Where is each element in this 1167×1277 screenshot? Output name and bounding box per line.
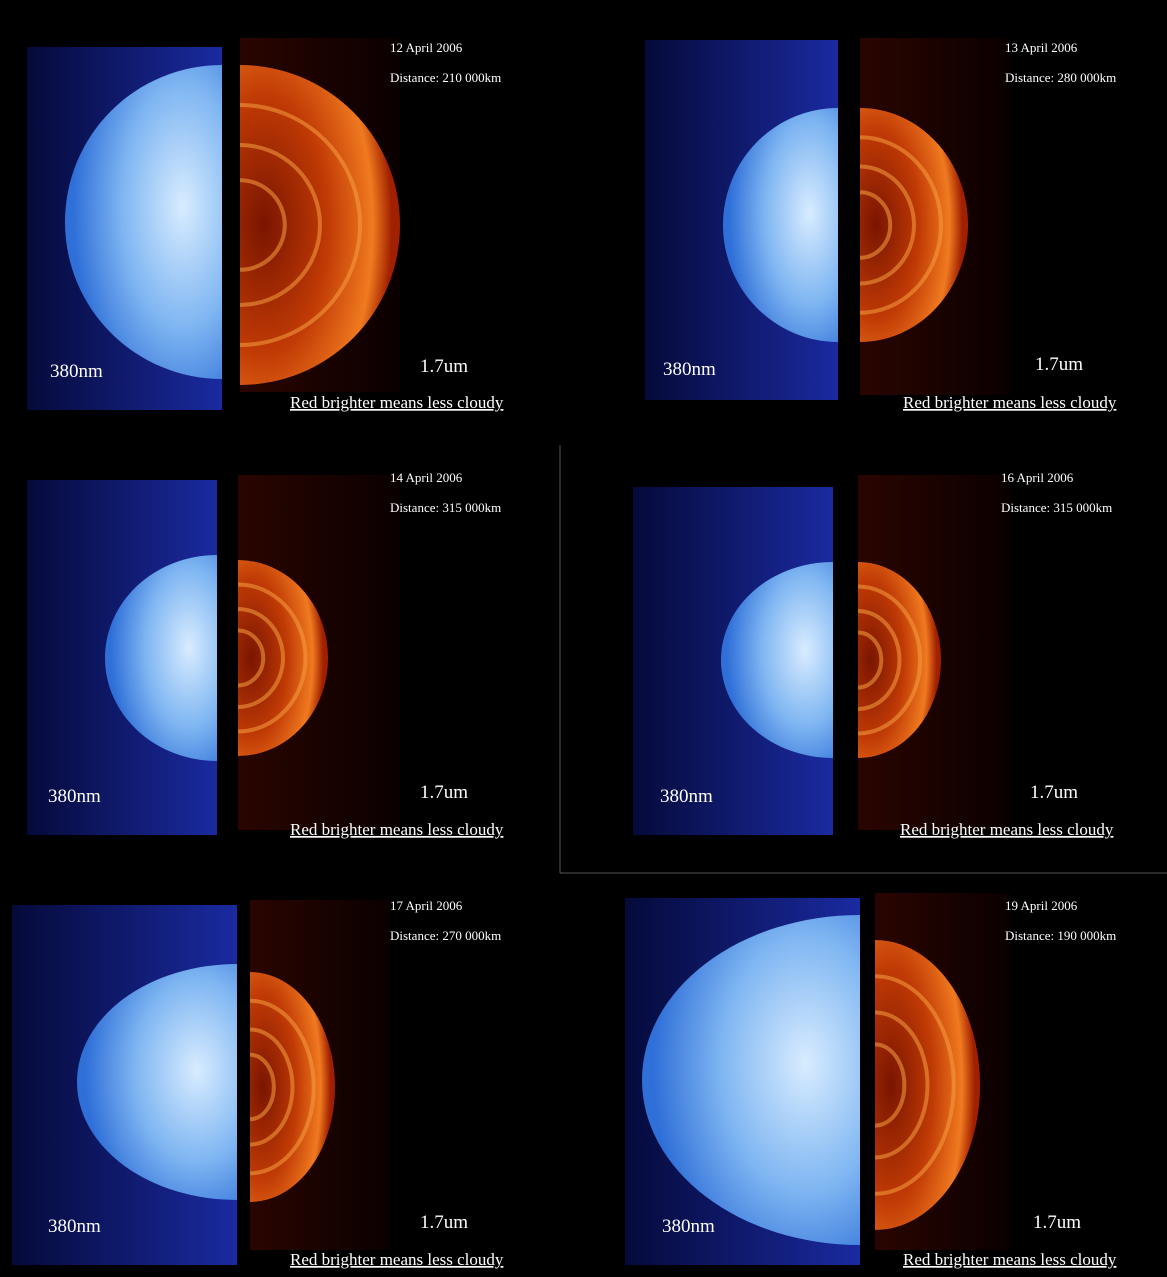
ir-label: 1.7um [420,356,468,377]
panel: 12 April 2006 Distance: 210 000km 380nm 1.7… [27,38,504,412]
ir-label: 1.7um [420,782,468,803]
distance: Distance: 315 000km [390,500,501,515]
ir-label: 1.7um [1030,782,1078,803]
uv-label: 380nm [50,361,103,382]
caption: Red brighter means less cloudy [903,1250,1117,1269]
panel: 16 April 2006 Distance: 315 000km 380nm 1.7… [633,470,1114,839]
distance: Distance: 280 000km [1005,70,1116,85]
caption: Red brighter means less cloudy [290,1250,504,1269]
distance: Distance: 210 000km [390,70,501,85]
date: 17 April 2006 [390,898,463,913]
panel: 19 April 2006 Distance: 190 000km 380nm 1.7… [625,893,1117,1269]
date: 12 April 2006 [390,40,463,55]
uv-label: 380nm [662,1216,715,1237]
date: 13 April 2006 [1005,40,1078,55]
distance: Distance: 270 000km [390,928,501,943]
page: {"panels": [ {"date": "12 April 2006", "… [0,0,1167,1277]
caption: Red brighter means less cloudy [290,393,504,412]
uv-label: 380nm [663,359,716,380]
panel: 17 April 2006 Distance: 270 000km 380nm 1.7… [12,898,504,1269]
date: 16 April 2006 [1001,470,1074,485]
caption: Red brighter means less cloudy [903,393,1117,412]
caption: Red brighter means less cloudy [290,820,504,839]
distance: Distance: 190 000km [1005,928,1116,943]
panel: 14 April 2006 Distance: 315 000km 380nm 1.7… [27,470,504,839]
ir-label: 1.7um [420,1212,468,1233]
caption: Red brighter means less cloudy [900,820,1114,839]
uv-label: 380nm [660,786,713,807]
ir-label: 1.7um [1035,354,1083,375]
date: 14 April 2006 [390,470,463,485]
uv-label: 380nm [48,786,101,807]
venus-composite: 12 April 2006 Distance: 210 000km 380nm 1.7… [0,0,1167,1277]
panel: 13 April 2006 Distance: 280 000km 380nm 1.7… [645,38,1117,412]
uv-label: 380nm [48,1216,101,1237]
date: 19 April 2006 [1005,898,1078,913]
distance: Distance: 315 000km [1001,500,1112,515]
ir-label: 1.7um [1033,1212,1081,1233]
